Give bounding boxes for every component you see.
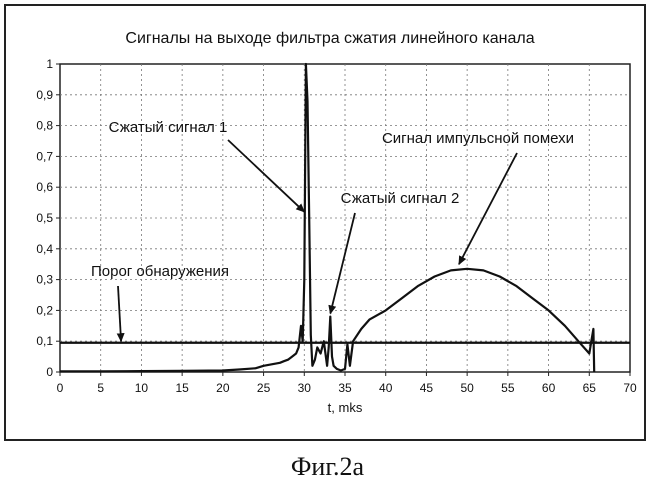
x-tick-label: 45 (420, 381, 434, 395)
y-tick-label: 0,2 (36, 303, 53, 317)
y-tick-label: 0,4 (36, 242, 53, 256)
annotation-detection-threshold-label: Порог обнаружения (91, 263, 229, 280)
y-tick-label: 1 (46, 57, 53, 71)
chart-frame (4, 4, 646, 441)
x-tick-label: 65 (583, 381, 597, 395)
x-tick-label: 30 (298, 381, 312, 395)
annotation-compressed-signal-2-label: Сжатый сигнал 2 (341, 190, 460, 207)
annotation-compressed-signal-1-label: Сжатый сигнал 1 (109, 119, 228, 136)
signal-series-line (60, 62, 596, 373)
x-tick-label: 15 (175, 381, 189, 395)
y-tick-label: 0,8 (36, 119, 53, 133)
y-tick-label: 0,6 (36, 180, 53, 194)
x-axis-ticks: 0 5 10 15 20 25 30 35 40 45 50 55 60 65 70 (57, 372, 637, 395)
x-tick-label: 5 (97, 381, 104, 395)
annotation-impulse-interference-label: Сигнал импульсной помехи (382, 130, 574, 147)
y-tick-label: 0,1 (36, 334, 53, 348)
figure-caption: Фиг.2а (290, 452, 365, 481)
annotations: Сжатый сигнал 1 Сжатый сигнал 2 Сигнал имп… (91, 119, 574, 343)
x-tick-label: 50 (460, 381, 474, 395)
annotation-detection-threshold-arrow (116, 285, 125, 343)
annotation-compressed-signal-1-arrow (227, 139, 306, 213)
y-tick-label: 0,7 (36, 149, 53, 163)
annotation-compressed-signal-2-arrow (328, 212, 356, 315)
y-tick-label: 0,3 (36, 273, 53, 287)
x-tick-label: 20 (216, 381, 230, 395)
x-axis-label: t, mks (328, 400, 363, 415)
chart-title: Сигналы на выходе фильтра сжатия линейно… (125, 30, 534, 47)
x-tick-label: 0 (57, 381, 64, 395)
annotation-impulse-interference-arrow (458, 152, 518, 266)
y-tick-label: 0 (46, 365, 53, 379)
x-tick-label: 70 (623, 381, 637, 395)
y-tick-label: 0,5 (36, 211, 53, 225)
y-tick-label: 0,9 (36, 88, 53, 102)
y-axis-ticks: 0 0,1 0,2 0,3 0,4 0,5 0,6 0,7 0,8 0,9 1 (36, 57, 60, 379)
grid (60, 64, 630, 372)
x-tick-label: 10 (135, 381, 149, 395)
x-tick-label: 25 (257, 381, 271, 395)
x-tick-label: 55 (501, 381, 515, 395)
x-tick-label: 35 (338, 381, 352, 395)
x-tick-label: 40 (379, 381, 393, 395)
x-tick-label: 60 (542, 381, 556, 395)
